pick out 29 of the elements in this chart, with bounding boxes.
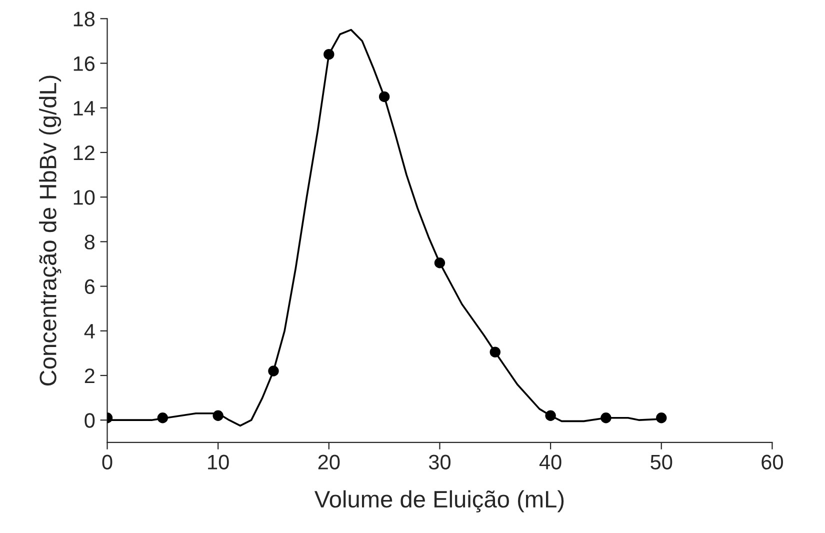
y-tick-label: 16 — [74, 56, 95, 72]
point — [157, 412, 168, 424]
point — [212, 410, 224, 421]
y-tick-label: 12 — [74, 145, 94, 160]
point — [600, 412, 612, 424]
x-tick-label: 60 — [762, 454, 783, 470]
y-tick-label: 14 — [74, 101, 95, 116]
y-tick-label: 2 — [84, 368, 94, 384]
x-axis-title: Volume de Eluição (mL) — [314, 490, 564, 512]
y-tick-label: 8 — [84, 234, 95, 250]
y-tick-label: 6 — [84, 279, 95, 294]
y-tick-label: 0 — [84, 413, 95, 428]
x-tick-label: 40 — [539, 454, 562, 470]
point — [490, 346, 500, 358]
x-tick-label: 30 — [428, 454, 450, 470]
point — [545, 410, 556, 421]
point — [378, 91, 390, 102]
y-tick-label: 4 — [84, 324, 95, 338]
point — [434, 258, 446, 268]
x-tick-label: 20 — [318, 454, 340, 470]
y-tick-label: 10 — [74, 190, 95, 205]
x-tick-label: 10 — [208, 454, 229, 470]
point — [268, 366, 279, 376]
point — [656, 412, 667, 424]
point — [324, 48, 334, 60]
y-axis-title: Concentração de HbBv (g/dL) — [39, 76, 62, 386]
x-tick-label: 0 — [102, 454, 112, 470]
y-tick-label: 18 — [74, 12, 95, 26]
x-tick-label: 50 — [650, 454, 672, 470]
